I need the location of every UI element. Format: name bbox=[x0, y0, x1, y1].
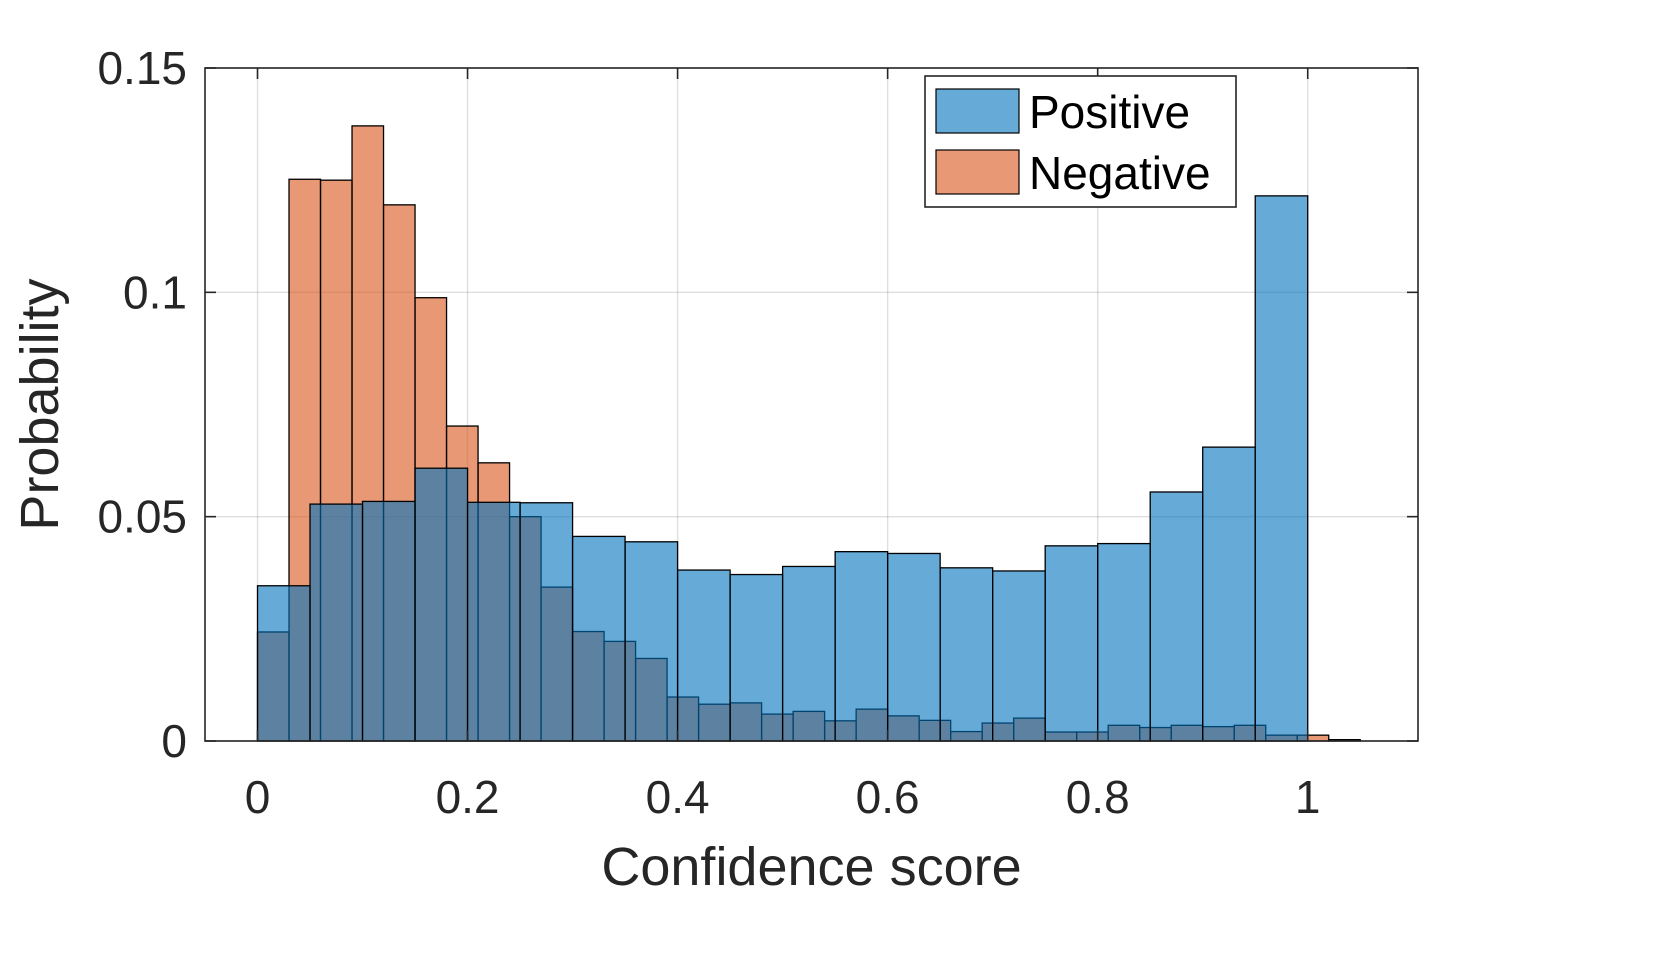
positive-bar-8 bbox=[676, 569, 731, 742]
legend-swatch-negative bbox=[935, 149, 1020, 195]
positive-bar-0 bbox=[256, 585, 311, 742]
positive-series-bars bbox=[256, 195, 1309, 742]
x-tick-label-2: 0.4 bbox=[646, 771, 710, 823]
legend-label-negative: Negative bbox=[1029, 147, 1211, 199]
positive-bar-17 bbox=[1149, 491, 1204, 742]
y-tick-label-2: 0.1 bbox=[123, 266, 187, 318]
plot-area-frame bbox=[204, 67, 1419, 742]
positive-bar-9 bbox=[729, 573, 784, 742]
y-tick-label-1: 0.05 bbox=[97, 491, 187, 543]
positive-bar-16 bbox=[1097, 542, 1151, 742]
positive-bar-6 bbox=[571, 535, 626, 742]
x-tick-label-3: 0.6 bbox=[856, 771, 920, 823]
positive-bar-19 bbox=[1254, 195, 1309, 742]
positive-bar-12 bbox=[886, 552, 941, 742]
y-tick-labels: 0 0.05 0.1 0.15 bbox=[97, 42, 187, 767]
x-tick-label-4: 0.8 bbox=[1066, 771, 1130, 823]
y-axis-title: Probability bbox=[10, 278, 70, 530]
positive-bar-3 bbox=[414, 467, 469, 742]
positive-bar-5 bbox=[519, 502, 574, 742]
positive-bar-1 bbox=[309, 503, 364, 742]
axis-ticks bbox=[205, 67, 1418, 742]
positive-bar-13 bbox=[939, 567, 994, 742]
y-tick-label-0: 0 bbox=[161, 715, 187, 767]
legend-label-positive: Positive bbox=[1029, 86, 1190, 138]
x-tick-label-0: 0 bbox=[245, 771, 271, 823]
x-tick-labels: 0 0.2 0.4 0.6 0.8 1 bbox=[245, 771, 1321, 823]
legend-swatch-positive bbox=[935, 88, 1020, 134]
positive-bar-10 bbox=[781, 565, 836, 742]
x-axis-title: Confidence score bbox=[601, 837, 1021, 897]
positive-bar-18 bbox=[1202, 446, 1256, 742]
y-tick-label-3: 0.15 bbox=[97, 42, 187, 94]
positive-bar-7 bbox=[624, 541, 679, 742]
positive-bar-2 bbox=[361, 500, 416, 742]
positive-bar-11 bbox=[834, 551, 889, 742]
positive-bar-4 bbox=[466, 501, 521, 742]
x-tick-label-5: 1 bbox=[1295, 771, 1321, 823]
legend: Positive Negative bbox=[924, 75, 1237, 208]
positive-bar-14 bbox=[992, 570, 1046, 742]
positive-bar-15 bbox=[1044, 545, 1099, 742]
x-tick-label-1: 0.2 bbox=[436, 771, 500, 823]
